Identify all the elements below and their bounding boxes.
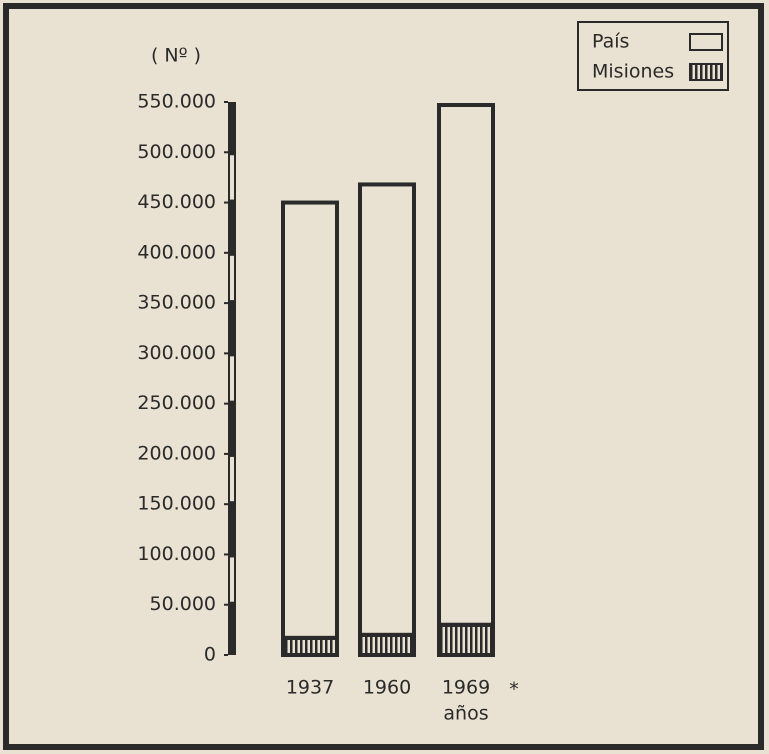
y-tick-label: 150.000 [137, 493, 216, 515]
x-tick-label: 1960 [363, 677, 411, 699]
legend-box [577, 21, 729, 91]
y-tick-label: 200.000 [137, 442, 216, 464]
y-tick-label: 100.000 [137, 543, 216, 565]
x-tick-label: 1969 [442, 677, 490, 699]
bar-segment [281, 635, 339, 658]
bar-segment [358, 632, 416, 658]
bar-segment [358, 182, 416, 637]
legend-label: Misiones [592, 61, 674, 83]
y-tick-label: 0 [204, 644, 216, 666]
y-tick-label: 50.000 [150, 593, 216, 615]
annotation: * [509, 679, 519, 701]
axis-segment [230, 557, 234, 602]
x-axis-label: años [443, 703, 488, 725]
y-tick-label: 250.000 [137, 392, 216, 414]
y-tick-label: 550.000 [137, 91, 216, 113]
bar-segment [281, 200, 339, 640]
y-tick-label: 500.000 [137, 141, 216, 163]
frame [3, 3, 764, 750]
x-tick-label: 1937 [286, 677, 334, 699]
y-tick-label: 300.000 [137, 342, 216, 364]
legend-swatch [689, 63, 723, 81]
bar-segment [437, 622, 495, 658]
legend-label: País [592, 31, 629, 53]
axis-segment [230, 155, 234, 200]
legend-swatch [689, 33, 723, 51]
bar-segment [437, 103, 495, 627]
y-tick-label: 450.000 [137, 191, 216, 213]
y-axis-label: ( Nº ) [151, 45, 201, 67]
y-tick-label: 400.000 [137, 241, 216, 263]
y-tick-label: 350.000 [137, 292, 216, 314]
axis-segment [230, 356, 234, 401]
axis-segment [230, 456, 234, 502]
axis-segment [230, 255, 234, 301]
